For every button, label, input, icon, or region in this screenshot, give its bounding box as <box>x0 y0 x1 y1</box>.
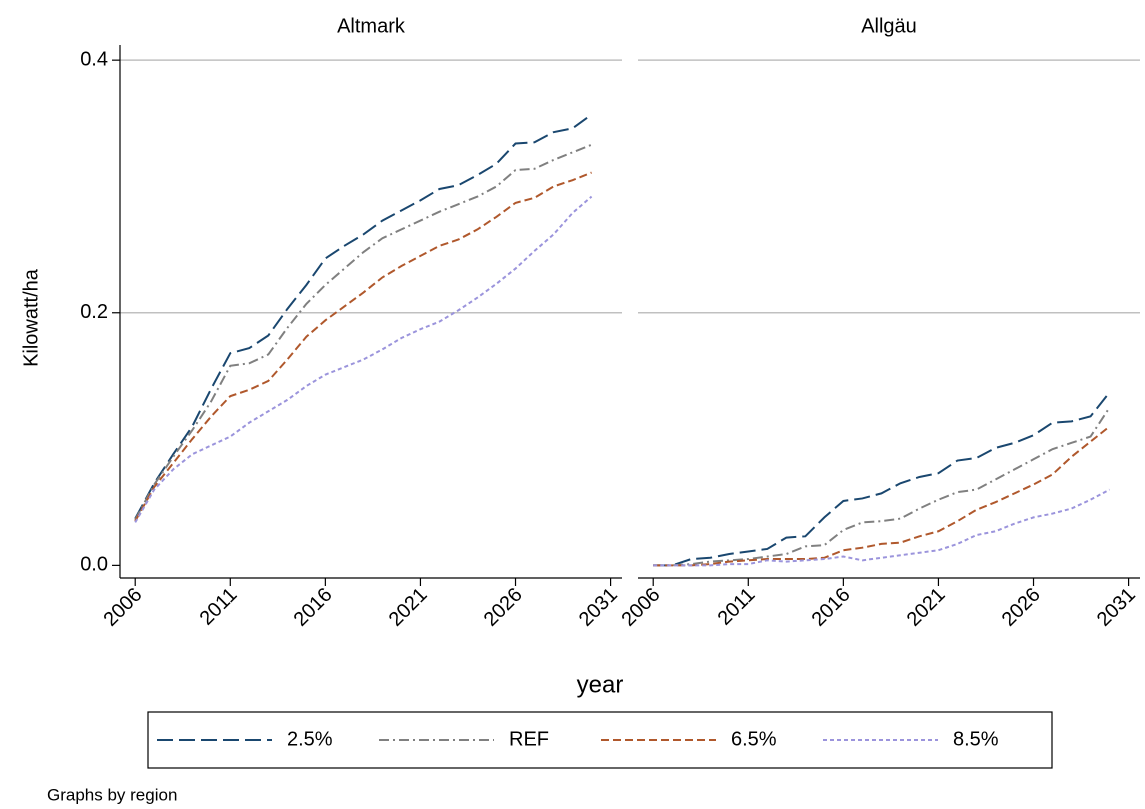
y-tick-label: 0.2 <box>80 301 108 323</box>
panel-title: Allgäu <box>861 15 917 37</box>
series-line <box>653 425 1111 567</box>
series-line <box>653 406 1111 567</box>
y-axis-title: Kilowatt/ha <box>20 268 42 367</box>
x-tick-label: 2031 <box>575 584 622 631</box>
series-line <box>653 391 1111 567</box>
panel-title: Altmark <box>337 15 406 37</box>
note: Graphs by region <box>47 785 177 804</box>
x-axis-title: year <box>577 671 624 698</box>
x-tick-label: 2021 <box>385 584 432 631</box>
x-tick-label: 2016 <box>290 584 337 631</box>
series-line <box>134 143 592 521</box>
x-tick-label: 2016 <box>808 584 855 631</box>
series-line <box>653 488 1111 567</box>
series-line <box>134 113 593 520</box>
legend-label: 8.5% <box>953 728 999 750</box>
x-tick-label: 2006 <box>617 584 664 631</box>
x-tick-label: 2006 <box>99 584 146 631</box>
x-tick-label: 2021 <box>903 584 950 631</box>
legend-label: REF <box>509 728 549 750</box>
legend-label: 2.5% <box>287 728 333 750</box>
x-tick-label: 2026 <box>480 584 527 631</box>
legend-box <box>147 711 1053 769</box>
x-tick-label: 2026 <box>998 584 1045 631</box>
series-line <box>134 195 593 523</box>
y-tick-label: 0.0 <box>80 554 108 576</box>
y-tick-label: 0.4 <box>80 48 108 70</box>
x-tick-label: 2031 <box>1093 584 1140 631</box>
x-tick-label: 2011 <box>714 584 760 630</box>
series-line <box>134 171 592 522</box>
legend-label: 6.5% <box>731 728 777 750</box>
x-tick-label: 2011 <box>196 584 242 630</box>
